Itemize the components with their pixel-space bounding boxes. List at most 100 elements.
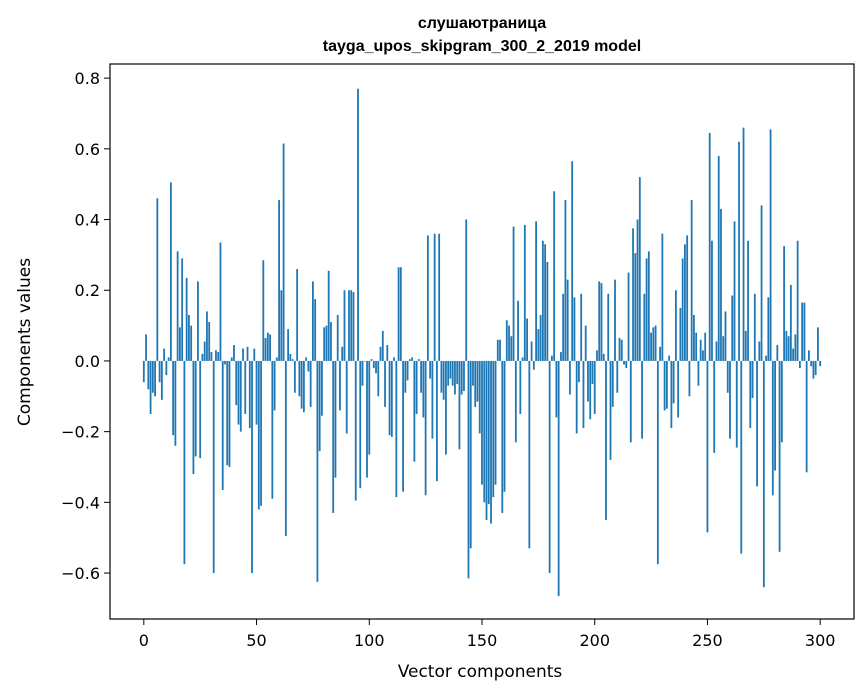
bar-146 xyxy=(472,360,474,386)
bar-46 xyxy=(246,346,249,361)
bar-224 xyxy=(647,251,650,361)
bar-49 xyxy=(253,348,256,361)
bars-group xyxy=(142,88,822,597)
bar-50 xyxy=(255,360,258,425)
bar-127 xyxy=(429,360,432,379)
bar-162 xyxy=(508,325,510,361)
bar-104 xyxy=(377,360,380,397)
bar-186 xyxy=(562,293,565,361)
bar-2 xyxy=(147,360,150,390)
bar-53 xyxy=(262,260,265,361)
y-axis-label: Components values xyxy=(15,258,35,426)
bar-254 xyxy=(715,341,718,361)
bar-173 xyxy=(532,360,535,370)
bar-223 xyxy=(645,258,648,361)
bar-252 xyxy=(711,240,713,361)
bar-193 xyxy=(578,360,580,383)
bar-90 xyxy=(345,360,348,434)
bar-17 xyxy=(181,258,184,361)
bar-255 xyxy=(717,155,720,361)
bar-178 xyxy=(544,244,547,361)
bar-18 xyxy=(183,360,186,565)
bar-92 xyxy=(350,290,353,361)
bar-11 xyxy=(167,357,170,361)
bar-145 xyxy=(469,360,472,549)
bar-1 xyxy=(145,334,147,361)
bar-185 xyxy=(560,352,562,361)
bar-282 xyxy=(778,360,781,552)
bar-216 xyxy=(629,360,632,443)
bar-140 xyxy=(458,360,461,450)
bar-256 xyxy=(720,208,722,361)
y-tick-label: 0.0 xyxy=(75,352,100,371)
bar-283 xyxy=(780,360,783,443)
bar-86 xyxy=(336,314,339,361)
bar-164 xyxy=(512,226,515,361)
bar-179 xyxy=(546,261,549,361)
bar-128 xyxy=(431,360,434,439)
bar-78 xyxy=(318,360,321,452)
bar-69 xyxy=(298,360,301,397)
bar-213 xyxy=(623,360,625,365)
bar-54 xyxy=(264,337,267,361)
bar-141 xyxy=(460,360,463,395)
bar-241 xyxy=(686,235,689,361)
bar-147 xyxy=(474,360,477,407)
bar-136 xyxy=(449,360,452,379)
bar-237 xyxy=(677,360,680,418)
bar-265 xyxy=(740,360,743,554)
bar-96 xyxy=(359,360,362,489)
bar-232 xyxy=(665,360,668,409)
bar-26 xyxy=(201,353,204,361)
bar-15 xyxy=(176,251,179,361)
bar-57 xyxy=(271,360,274,499)
bar-299 xyxy=(817,327,819,361)
bar-155 xyxy=(492,360,495,498)
bar-66 xyxy=(291,359,294,361)
bar-202 xyxy=(598,281,601,361)
bar-55 xyxy=(266,332,269,361)
bar-124 xyxy=(422,360,425,418)
bar-249 xyxy=(704,332,707,361)
bar-281 xyxy=(776,345,779,361)
bar-132 xyxy=(440,360,443,393)
bar-40 xyxy=(233,345,235,361)
bar-201 xyxy=(596,350,598,361)
bar-258 xyxy=(724,311,727,361)
y-axis-ticks: −0.6 −0.4 −0.2 0.0 0.2 0.4 0.6 0.8 xyxy=(61,69,110,583)
bar-106 xyxy=(381,330,384,361)
bar-85 xyxy=(334,360,337,478)
bar-205 xyxy=(605,360,607,521)
bar-267 xyxy=(744,330,747,361)
bar-77 xyxy=(316,360,319,582)
bar-220 xyxy=(638,177,641,361)
bar-20 xyxy=(188,314,190,361)
bar-268 xyxy=(747,240,749,361)
bar-285 xyxy=(785,330,788,361)
bar-259 xyxy=(726,360,729,393)
bar-160 xyxy=(503,360,506,492)
bar-41 xyxy=(235,360,238,406)
bar-116 xyxy=(404,360,407,393)
bar-233 xyxy=(668,355,671,361)
bar-190 xyxy=(571,161,574,361)
bar-170 xyxy=(526,318,528,361)
bar-25 xyxy=(199,360,202,459)
bar-67 xyxy=(293,360,296,393)
bar-166 xyxy=(517,300,519,361)
bar-248 xyxy=(702,350,704,361)
bar-158 xyxy=(499,339,501,361)
bar-122 xyxy=(417,359,420,361)
bar-150 xyxy=(481,360,483,485)
bar-264 xyxy=(738,141,740,361)
bar-196 xyxy=(584,325,587,361)
bar-33 xyxy=(217,352,220,361)
bar-191 xyxy=(573,297,576,361)
bar-225 xyxy=(650,332,652,361)
bar-287 xyxy=(789,284,792,361)
bar-260 xyxy=(729,360,731,439)
bar-269 xyxy=(749,360,752,429)
bar-87 xyxy=(339,360,341,411)
bar-95 xyxy=(357,88,359,361)
